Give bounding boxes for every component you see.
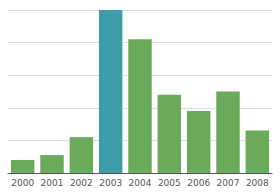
svg-text:2002: 2002 [70,178,93,188]
svg-text:2005: 2005 [158,178,181,188]
svg-text:2007: 2007 [217,178,240,188]
svg-text:2004: 2004 [129,178,152,188]
svg-text:2000: 2000 [11,178,34,188]
svg-text:2003: 2003 [99,178,122,188]
svg-text:2006: 2006 [187,178,210,188]
svg-text:2008: 2008 [246,178,269,188]
svg-text:2001: 2001 [41,178,64,188]
